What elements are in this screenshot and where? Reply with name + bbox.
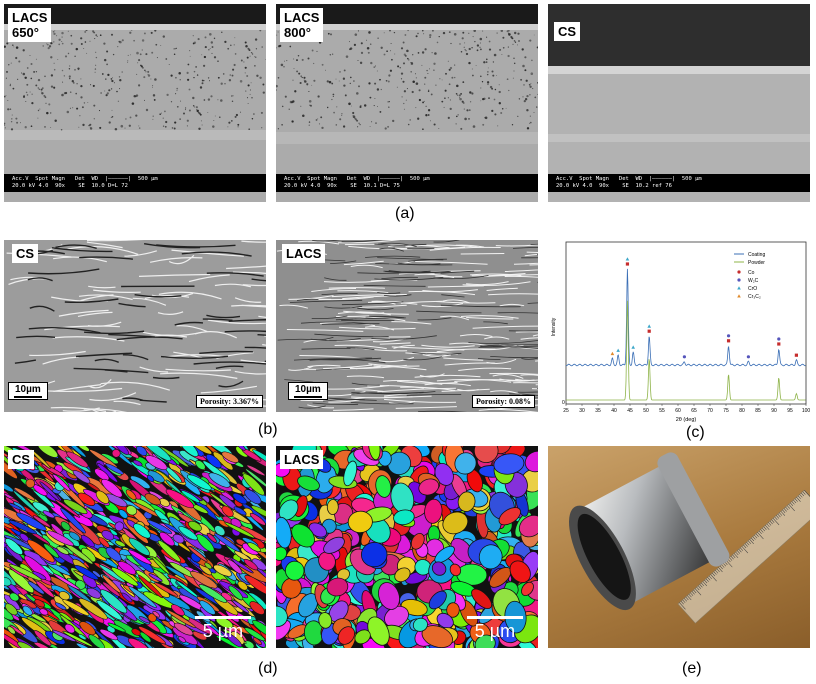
panel-label: LACS 650° bbox=[8, 8, 52, 42]
peak-marker bbox=[726, 339, 731, 343]
ebsd-texture bbox=[4, 446, 266, 648]
legend-label: CrO bbox=[748, 286, 757, 292]
panel-label: LACS bbox=[280, 450, 324, 469]
sem-databar: Acc.V Spot Magn Det WD |——————| 500 µm 2… bbox=[548, 174, 810, 192]
peak-marker bbox=[610, 351, 615, 356]
panel-label: CS bbox=[554, 22, 581, 41]
x-tick-label: 100 bbox=[802, 408, 810, 414]
legend-marker bbox=[737, 286, 741, 290]
panel-label: CS bbox=[12, 244, 39, 263]
peak-marker bbox=[794, 353, 798, 357]
ebsd-map-cs: CS 5 µm bbox=[4, 446, 266, 648]
sem-micro-lacs: LACS 10µm Porosity: 0.08% bbox=[276, 240, 538, 412]
peak-marker bbox=[625, 262, 630, 266]
legend-label: Cr₃C₂ bbox=[748, 294, 761, 300]
scale-bar: 10µm bbox=[8, 382, 48, 400]
sem-panel-cs: CS Acc.V Spot Magn Det WD |——————| 500 µ… bbox=[548, 4, 810, 202]
legend-marker bbox=[737, 270, 741, 274]
lamellar-texture bbox=[6, 240, 266, 412]
panel-label: LACS bbox=[282, 244, 326, 263]
peak-marker bbox=[777, 342, 781, 346]
peak-marker bbox=[777, 337, 781, 341]
x-tick-label: 80 bbox=[739, 408, 745, 414]
panel-label: LACS 800° bbox=[280, 8, 324, 42]
sem-databar: Acc.V Spot Magn Det WD |——————| 500 µm 2… bbox=[276, 174, 538, 192]
peak-marker bbox=[616, 348, 620, 352]
x-tick-label: 90 bbox=[771, 408, 777, 414]
porosity-label: Porosity: 3.367% bbox=[196, 395, 263, 408]
peak-marker bbox=[726, 334, 731, 338]
scale-bar: 10µm bbox=[288, 382, 328, 400]
ebsd-map-lacs: LACS 5 µm bbox=[276, 446, 538, 648]
plot-area bbox=[565, 241, 807, 405]
legend-marker bbox=[737, 294, 741, 298]
legend-label: Coating bbox=[748, 252, 765, 258]
cylinder-and-ruler bbox=[569, 452, 810, 624]
peak-marker bbox=[631, 345, 635, 349]
x-tick-label: 95 bbox=[787, 408, 793, 414]
lamellar-texture bbox=[276, 240, 538, 412]
xrd-chart: Intensity 2θ (deg) 25 30 35 40 45 50 55 60 65 70 7… bbox=[551, 241, 810, 423]
y-axis-label: Intensity bbox=[551, 317, 557, 336]
legend-marker bbox=[737, 278, 741, 282]
porosity-label: Porosity: 0.08% bbox=[472, 395, 535, 408]
ruler bbox=[677, 489, 810, 624]
peak-marker bbox=[746, 355, 750, 359]
sem-panel-lacs-650: LACS 650° Acc.V Spot Magn Det WD |——————… bbox=[4, 4, 266, 202]
legend-label: Powder bbox=[748, 260, 765, 266]
x-tick-label: 60 bbox=[675, 408, 681, 414]
x-tick-label: 55 bbox=[659, 408, 665, 414]
legend-label: Co bbox=[748, 270, 755, 276]
peak-marker bbox=[647, 329, 651, 333]
photo-coated-cylinder bbox=[548, 446, 810, 648]
x-ticks: 25 30 35 40 45 50 55 60 65 70 75 80 85 90 95 100 bbox=[563, 404, 810, 414]
x-tick-label: 25 bbox=[563, 408, 569, 414]
peak-markers bbox=[610, 257, 798, 359]
sem-micro-cs: CS 10µm Porosity: 3.367% bbox=[4, 240, 266, 412]
series-line-powder bbox=[566, 300, 806, 401]
caption-b: (b) bbox=[258, 421, 278, 438]
series-lines bbox=[565, 268, 806, 401]
panel-label: CS bbox=[8, 450, 35, 469]
x-tick-label: 75 bbox=[723, 408, 729, 414]
cylinder bbox=[569, 452, 730, 611]
x-tick-label: 40 bbox=[611, 408, 617, 414]
caption-c: (c) bbox=[686, 424, 705, 441]
legend-label: W₂C bbox=[748, 278, 759, 284]
x-tick-label: 70 bbox=[707, 408, 713, 414]
x-tick-label: 35 bbox=[595, 408, 601, 414]
caption-e: (e) bbox=[682, 660, 702, 677]
ebsd-texture bbox=[276, 446, 538, 648]
series-line-coating bbox=[565, 268, 806, 367]
x-tick-label: 65 bbox=[691, 408, 697, 414]
tick-zero: 0 bbox=[562, 400, 565, 406]
x-tick-label: 30 bbox=[579, 408, 585, 414]
peak-marker bbox=[682, 355, 686, 359]
x-axis-label: 2θ (deg) bbox=[676, 417, 697, 423]
porosity-texture bbox=[4, 30, 266, 131]
caption-a: (a) bbox=[395, 205, 415, 222]
legend: Coating Powder Co W₂C CrO Cr₃C₂ bbox=[734, 252, 765, 300]
x-tick-label: 45 bbox=[627, 408, 633, 414]
sem-panel-lacs-800: LACS 800° Acc.V Spot Magn Det WD |——————… bbox=[276, 4, 538, 202]
x-tick-label: 50 bbox=[643, 408, 649, 414]
caption-d: (d) bbox=[258, 660, 278, 677]
peak-marker bbox=[625, 257, 630, 261]
scale-bar: 5 µm bbox=[188, 616, 258, 642]
peak-marker bbox=[647, 324, 651, 328]
x-tick-label: 85 bbox=[755, 408, 761, 414]
scale-bar: 5 µm bbox=[460, 616, 530, 642]
porosity-texture bbox=[276, 30, 538, 131]
sem-databar: Acc.V Spot Magn Det WD |——————| 500 µm 2… bbox=[4, 174, 266, 192]
